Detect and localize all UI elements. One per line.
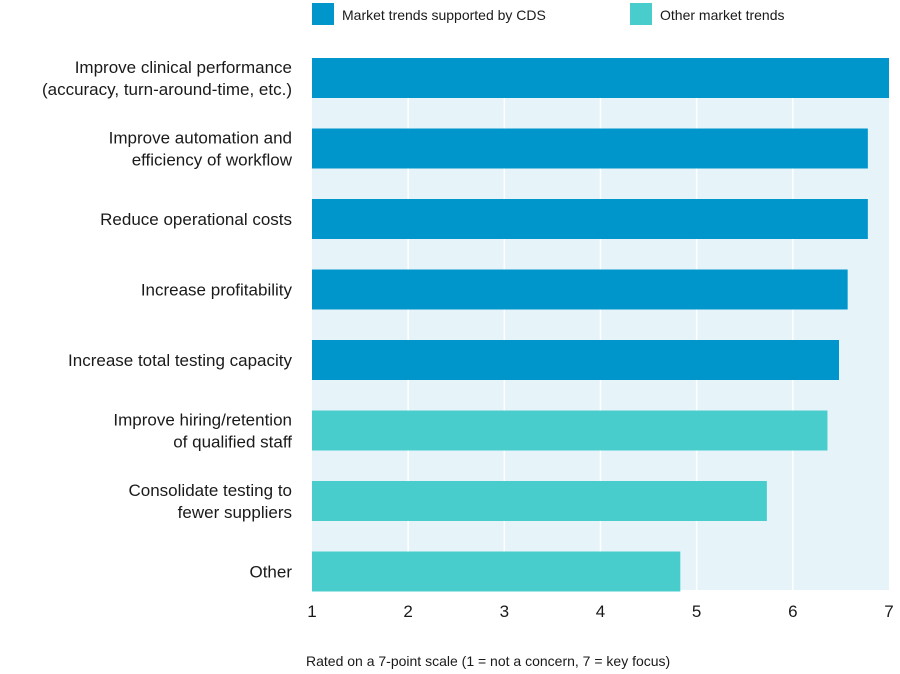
- category-label: Increase profitability: [141, 281, 293, 300]
- bar: [312, 481, 767, 521]
- legend-swatch: [312, 3, 334, 25]
- category-label: Consolidate testing to fewer suppliers: [129, 481, 293, 522]
- legend-label: Other market trends: [660, 7, 785, 23]
- category-label: Other: [249, 563, 292, 582]
- x-tick-label: 1: [307, 602, 316, 621]
- legend: Market trends supported by CDS Other mark…: [312, 3, 785, 25]
- bar: [312, 199, 868, 239]
- category-label: Improve clinical performance (accuracy, t…: [42, 58, 292, 99]
- bar: [312, 269, 848, 310]
- x-tick-label: 6: [788, 602, 797, 621]
- bar: [312, 128, 868, 169]
- x-tick-label: 3: [500, 602, 509, 621]
- x-axis-ticks: 1 2 3 4 5 6 7: [307, 602, 893, 621]
- x-tick-label: 4: [596, 602, 605, 621]
- category-label: Reduce operational costs: [100, 210, 292, 229]
- x-tick-label: 5: [692, 602, 701, 621]
- category-label: Increase total testing capacity: [68, 351, 292, 370]
- category-label: Improve hiring/retention of qualified sta…: [113, 411, 292, 452]
- x-tick-label: 7: [884, 602, 893, 621]
- x-axis-label: Rated on a 7-point scale (1 = not a conc…: [306, 653, 670, 669]
- bars: [312, 58, 889, 592]
- legend-swatch: [630, 3, 652, 25]
- bar: [312, 58, 889, 98]
- bar: [312, 410, 828, 451]
- category-label: Improve automation and efficiency of work…: [109, 129, 293, 170]
- category-labels: Improve clinical performance (accuracy, t…: [42, 58, 293, 582]
- legend-label: Market trends supported by CDS: [342, 7, 546, 23]
- bar: [312, 551, 681, 592]
- x-tick-label: 2: [403, 602, 412, 621]
- bar: [312, 340, 839, 380]
